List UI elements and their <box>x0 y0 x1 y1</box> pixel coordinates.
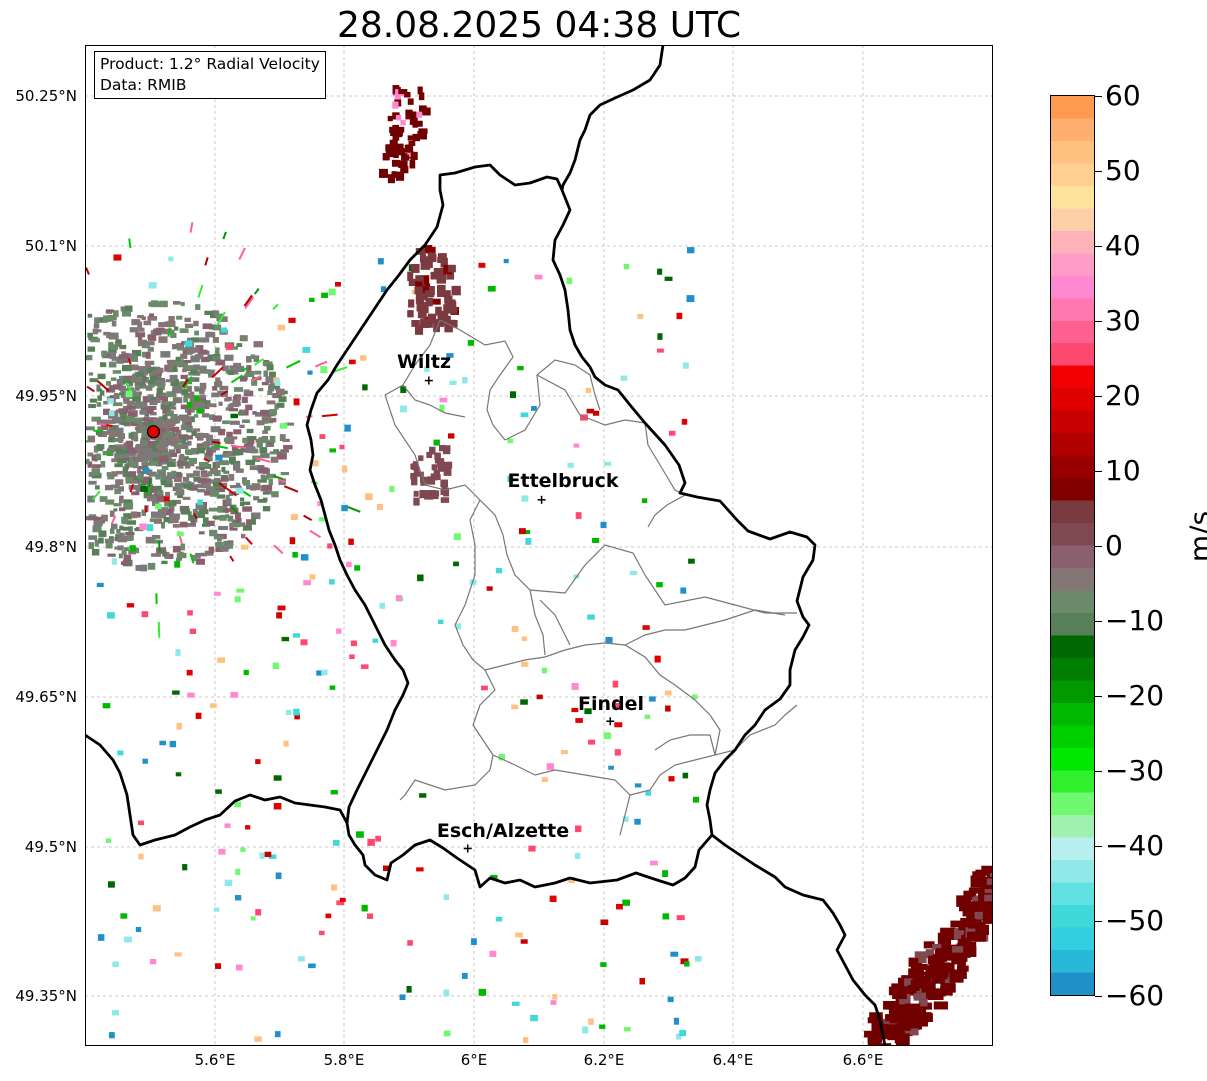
radar-echoes <box>85 85 993 1046</box>
city-marker <box>537 495 546 504</box>
border-germany <box>560 45 665 191</box>
lat-tick-label: 49.65°N <box>15 688 77 706</box>
data-source-label: Data: RMIB <box>100 76 187 94</box>
colorbar-tick-mark <box>1095 696 1102 697</box>
colorbar-tick-label: −60 <box>1105 979 1165 1012</box>
colorbar-tick-mark <box>1095 171 1102 172</box>
colorbar-tick-label: 20 <box>1105 379 1141 412</box>
lon-tick-label: 6.4°E <box>712 1051 754 1069</box>
colorbar-tick-mark <box>1095 921 1102 922</box>
lat-tick-label: 49.8°N <box>24 538 77 556</box>
city-marker <box>606 717 615 726</box>
lon-tick-label: 6.2°E <box>583 1051 625 1069</box>
colorbar-tick-mark <box>1095 96 1102 97</box>
colorbar-tick-mark <box>1095 771 1102 772</box>
colorbar-tick-mark <box>1095 846 1102 847</box>
lat-tick-label: 50.25°N <box>15 87 77 105</box>
product-label: Product: 1.2° Radial Velocity <box>100 55 320 73</box>
colorbar-tick-mark <box>1095 396 1102 397</box>
canton-boundaries <box>384 319 798 836</box>
colorbar-tick-label: 50 <box>1105 154 1141 187</box>
colorbar-tick-label: 60 <box>1105 79 1141 112</box>
colorbar-tick-mark <box>1095 621 1102 622</box>
city-marker <box>424 376 433 385</box>
city-label-wiltz: Wiltz <box>396 351 452 373</box>
lon-tick-label: 5.8°E <box>323 1051 365 1069</box>
colorbar-tick-label: 0 <box>1105 529 1123 562</box>
border-france-east <box>711 833 887 1046</box>
colorbar-tick-mark <box>1095 546 1102 547</box>
lat-tick-label: 50.1°N <box>24 237 77 255</box>
colorbar-tick-label: 10 <box>1105 454 1141 487</box>
map-title: 28.08.2025 04:38 UTC <box>336 5 742 46</box>
colorbar-tick-label: 30 <box>1105 304 1141 337</box>
lat-tick-label: 49.5°N <box>24 838 77 856</box>
colorbar-tick-mark <box>1095 996 1102 997</box>
luxembourg-border <box>305 163 817 889</box>
lon-tick-label: 5.6°E <box>194 1051 236 1069</box>
velocity-colorbar <box>1050 95 1095 996</box>
lat-tick-label: 49.35°N <box>15 987 77 1005</box>
city-marker <box>463 844 472 853</box>
colorbar-tick-mark <box>1095 471 1102 472</box>
colorbar-tick-label: −10 <box>1105 604 1165 637</box>
colorbar-tick-label: −30 <box>1105 754 1165 787</box>
colorbar-unit-label: m/s <box>1183 510 1207 563</box>
colorbar-tick-label: −50 <box>1105 904 1165 937</box>
colorbar-tick-label: 40 <box>1105 229 1141 262</box>
radar-map <box>85 45 993 1046</box>
colorbar-tick-mark <box>1095 246 1102 247</box>
lon-tick-label: 6°E <box>460 1051 488 1069</box>
product-info-box: Product: 1.2° Radial Velocity Data: RMIB <box>94 51 326 99</box>
radar-site-marker <box>146 425 161 439</box>
city-label-ettelbruck: Ettelbruck <box>507 470 619 492</box>
city-markers <box>424 376 615 853</box>
city-label-esch-alzette: Esch/Alzette <box>436 820 570 842</box>
border-belgium-france <box>85 733 349 847</box>
colorbar-tick-label: −40 <box>1105 829 1165 862</box>
city-label-findel: Findel <box>577 693 645 715</box>
colorbar-tick-label: −20 <box>1105 679 1165 712</box>
gridlines <box>85 45 993 1046</box>
lon-tick-label: 6.6°E <box>842 1051 884 1069</box>
lat-tick-label: 49.95°N <box>15 387 77 405</box>
colorbar-tick-mark <box>1095 321 1102 322</box>
